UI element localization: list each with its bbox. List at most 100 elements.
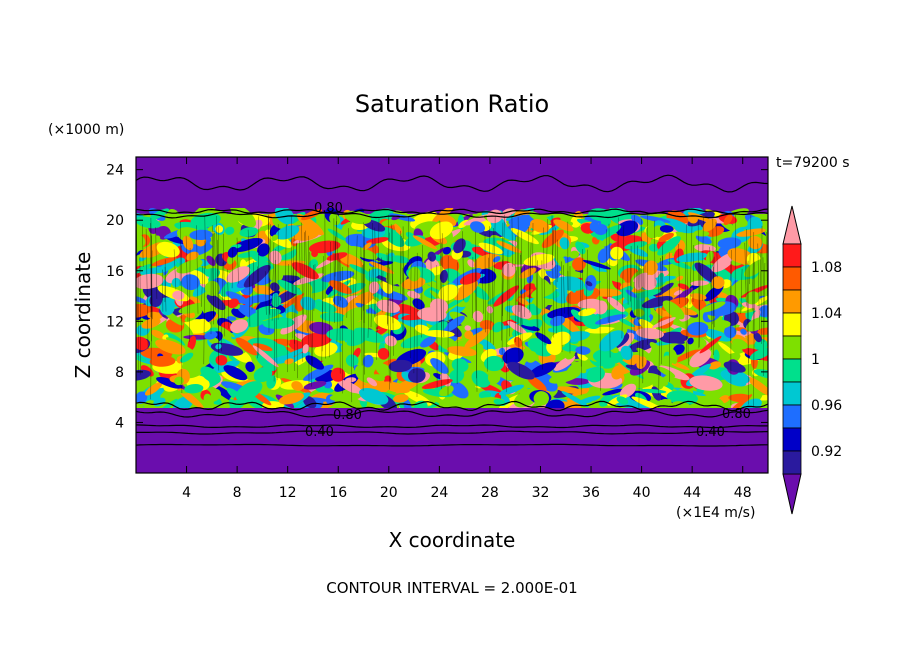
saturation-patch	[569, 250, 580, 259]
saturation-patch	[728, 394, 753, 408]
saturation-patch	[631, 214, 644, 226]
saturation-patch	[711, 276, 725, 289]
colorbar-band	[782, 404, 802, 429]
contour-streak	[638, 267, 641, 408]
saturation-patch	[582, 313, 602, 329]
x-tick-label: 32	[532, 485, 550, 501]
contour-streak	[517, 217, 520, 312]
colorbar-band	[782, 266, 802, 291]
saturation-patch	[687, 321, 709, 336]
saturation-patch	[493, 285, 520, 307]
saturation-patch	[262, 317, 295, 329]
saturation-patch	[303, 395, 317, 408]
saturation-patch	[149, 293, 163, 308]
contour-streak	[142, 224, 144, 268]
contour-streak	[145, 228, 149, 349]
contour-line	[136, 424, 768, 429]
saturation-patch	[190, 270, 209, 285]
contour-streak	[555, 227, 557, 334]
colorbar-max-triangle	[782, 205, 802, 245]
saturation-patch	[136, 296, 147, 304]
contour-streak	[309, 251, 312, 387]
x-tick-label: 48	[734, 485, 752, 501]
saturation-patch	[204, 331, 218, 340]
x-axis: 4 8 12 16 20 24 28 32 36 40 44 48	[182, 157, 752, 501]
contour-streak	[291, 215, 293, 339]
saturation-patch	[412, 235, 437, 250]
saturation-patch	[337, 379, 364, 395]
colorbar-label: 1	[811, 352, 820, 368]
contour-line	[136, 430, 768, 435]
x-tick-label: 4	[182, 485, 191, 501]
contour-label-top: 0.80	[314, 201, 343, 216]
saturation-patch	[578, 308, 597, 317]
saturation-patch	[464, 330, 474, 340]
contour-streak	[757, 243, 760, 331]
colorbar-band	[782, 358, 802, 383]
contour-streak	[301, 222, 304, 362]
saturation-patch	[602, 388, 624, 396]
saturation-patch	[627, 338, 658, 353]
saturation-patch	[237, 251, 259, 258]
saturation-patch	[414, 400, 428, 408]
y-tick-label: 24	[106, 163, 124, 179]
contour-streak	[698, 261, 700, 349]
saturation-patch	[648, 243, 660, 252]
plot-frame	[135, 156, 769, 474]
saturation-patch	[174, 376, 184, 386]
contour-streak	[759, 252, 762, 300]
chart-title: Saturation Ratio	[355, 90, 549, 118]
saturation-patch	[598, 271, 626, 283]
x-axis-label: X coordinate	[389, 528, 516, 552]
saturation-patch	[309, 321, 334, 335]
x-tick-label: 36	[582, 485, 600, 501]
saturation-patch	[470, 221, 485, 233]
saturation-patch	[575, 346, 591, 355]
saturation-patch	[616, 396, 629, 405]
contour-streak	[402, 226, 405, 349]
contour-streak	[410, 260, 412, 359]
saturation-patch	[577, 298, 602, 309]
saturation-patch	[268, 250, 282, 265]
contour-streak	[481, 271, 484, 314]
saturation-patch	[620, 345, 633, 361]
saturation-patch	[676, 275, 684, 281]
saturation-patch	[478, 242, 504, 255]
saturation-patch	[664, 218, 691, 231]
saturation-patch	[388, 359, 413, 373]
saturation-patch	[239, 227, 259, 237]
saturation-patch	[181, 274, 200, 291]
y-axis: 4 8 12 16 20 24	[106, 163, 768, 431]
contour-streak	[502, 214, 505, 317]
saturation-patch	[599, 330, 625, 352]
x-tick-label: 12	[279, 485, 297, 501]
saturation-patch	[156, 398, 178, 408]
saturation-patch	[204, 280, 220, 296]
saturation-patch	[301, 209, 323, 221]
contour-streak	[372, 222, 375, 317]
saturation-patch	[259, 370, 272, 377]
contour-streak	[381, 270, 384, 313]
saturation-patch	[136, 375, 150, 391]
contour-streak	[551, 215, 555, 338]
saturation-patch	[141, 318, 161, 329]
saturation-patch	[703, 397, 725, 408]
saturation-patch	[203, 393, 214, 408]
saturation-patch	[149, 355, 176, 367]
saturation-patch	[439, 385, 454, 397]
contour-streak	[654, 220, 656, 287]
saturation-patch	[160, 299, 175, 316]
saturation-patch	[510, 228, 539, 245]
saturation-patch	[176, 257, 186, 264]
saturation-patch	[694, 244, 716, 252]
contour-streak	[173, 249, 177, 290]
contour-streak	[689, 225, 693, 305]
contour-streak	[313, 264, 316, 311]
contour-streak	[561, 261, 563, 352]
saturation-patch	[724, 325, 737, 339]
contour-streak	[712, 218, 714, 356]
contour-streak	[517, 232, 520, 377]
saturation-patch	[636, 356, 647, 370]
contour-streak	[456, 262, 458, 385]
saturation-patch	[136, 391, 148, 404]
